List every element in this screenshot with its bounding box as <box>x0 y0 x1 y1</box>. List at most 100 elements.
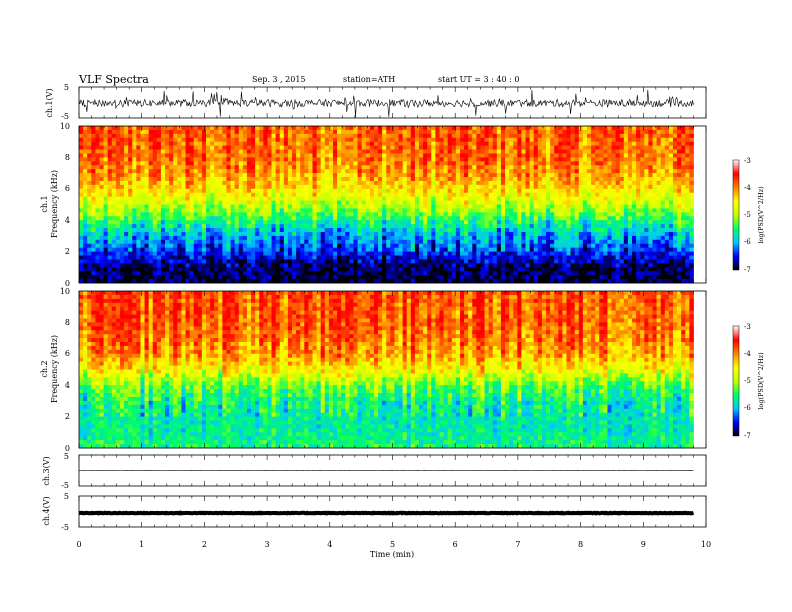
ch1-spectrogram-cell <box>447 188 453 194</box>
ch1-spectrogram-cell <box>427 145 432 150</box>
ch1-spectrogram-cell <box>525 173 531 178</box>
ch1-spectrogram-cell <box>451 247 457 253</box>
ch1-spectrogram-cell <box>648 204 653 209</box>
ch1-spectrogram-cell <box>99 220 104 225</box>
ch1-spectrogram-cell <box>455 149 461 154</box>
ch1-spectrogram-cell <box>398 251 404 256</box>
ch1-spectrogram-cell <box>378 161 383 166</box>
ch1-spectrogram-cell <box>238 192 244 198</box>
ch1-spectrogram-cell <box>689 243 694 249</box>
ch1-spectrogram-cell <box>169 161 174 166</box>
ch1-spectrogram-cell <box>640 180 645 186</box>
ch1-spectrogram-cell <box>312 239 317 245</box>
ch1-spectrogram-cell <box>218 224 223 229</box>
ch1-spectrogram-cell <box>554 129 559 135</box>
ch1-spectrogram-cell <box>566 188 571 194</box>
ch1-spectrogram-cell <box>103 192 109 198</box>
ch1-spectrogram-cell <box>468 243 473 249</box>
ch1-spectrogram-cell <box>492 212 498 217</box>
ch1-spectrogram-cell <box>287 251 293 256</box>
ch1-spectrogram-cell <box>337 184 342 190</box>
ch1-spectrogram-cell <box>128 141 133 147</box>
ch1-spectrogram-cell <box>296 204 301 209</box>
ch1-spectrogram-cell <box>611 173 617 178</box>
ch1-spectrogram-cell <box>500 141 506 147</box>
ch1-spectrogram-cell <box>152 137 158 143</box>
ch1-spectrogram-cell <box>500 137 506 143</box>
ch1-spectrogram-cell <box>378 220 383 225</box>
ch1-spectrogram-cell <box>259 247 264 253</box>
ch1-spectrogram-cell <box>591 184 596 190</box>
ch1-spectrogram-cell <box>431 192 436 198</box>
ch1-spectrogram-cell <box>414 239 420 245</box>
ch1-spectrogram-cell <box>398 247 404 253</box>
ch1-spectrogram-cell <box>185 165 191 170</box>
ch1-spectrogram-cell <box>615 192 621 198</box>
ch1-spectrogram-cell <box>681 200 686 205</box>
ch1-spectrogram-cell <box>148 129 154 135</box>
ch1-spectrogram-cell <box>263 145 268 150</box>
ch1-spectrogram-cell <box>537 216 543 221</box>
ch1-spectrogram-cell <box>595 208 600 213</box>
ch1-spectrogram-cell <box>607 220 612 225</box>
ch1-spectrogram-cell <box>648 169 653 174</box>
ch1-spectrogram-cell <box>402 196 408 201</box>
ch1-spectrogram-cell <box>689 247 694 253</box>
ch1-spectrogram-cell <box>541 208 547 213</box>
ch1-spectrogram-cell <box>627 153 633 158</box>
ch1-spectrogram-cell <box>308 126 313 131</box>
ch1-spectrogram-cell <box>558 235 563 241</box>
ch1-spectrogram-cell <box>132 196 137 201</box>
ch1-spectrogram-cell <box>492 126 498 131</box>
ch1-spectrogram-cell <box>95 149 100 154</box>
ch1-spectrogram-cell <box>410 137 416 143</box>
ch1-spectrogram-cell <box>521 141 526 147</box>
ch1-spectrogram-cell <box>308 220 313 225</box>
ch1-spectrogram-cell <box>619 180 625 186</box>
ch1-spectrogram-cell <box>537 145 543 150</box>
ch1-spectrogram-cell <box>226 251 231 256</box>
ch1-spectrogram-cell <box>627 204 633 209</box>
ch1-spectrogram-cell <box>140 200 145 205</box>
ch1-spectrogram-cell <box>414 208 420 213</box>
ch1-spectrogram-cell <box>210 247 215 253</box>
ch1-spectrogram-cell <box>292 137 297 143</box>
ch1-spectrogram-cell <box>550 126 555 131</box>
ch1-spectrogram-cell <box>419 157 424 162</box>
ch1-spectrogram-cell <box>87 161 92 166</box>
ch1-spectrogram-cell <box>234 141 240 147</box>
ch1-spectrogram-cell <box>156 137 162 143</box>
ch1-spectrogram-cell <box>521 208 526 213</box>
ch1-spectrogram-cell <box>83 129 88 135</box>
ch1-spectrogram-cell <box>218 220 223 225</box>
ch1-spectrogram-cell <box>603 208 608 213</box>
ch1-spectrogram-cell <box>517 180 522 186</box>
ch1-spectrogram-cell <box>328 188 334 194</box>
ch1-spectrogram-cell <box>632 161 637 166</box>
ch1-spectrogram-cell <box>271 153 277 158</box>
ch1-spectrogram-cell <box>627 235 633 241</box>
ch1-spectrogram-cell <box>668 153 674 158</box>
ch1-spectrogram-cell <box>513 161 518 166</box>
ch1-spectrogram-cell <box>447 208 453 213</box>
ch1-spectrogram-cell <box>275 169 281 174</box>
ch1-spectrogram-cell <box>91 200 96 205</box>
ch1-spectrogram-cell <box>328 157 334 162</box>
ch1-spectrogram-cell <box>173 165 178 170</box>
ch1-spectrogram-cell <box>382 141 387 147</box>
ch1-spectrogram-cell <box>222 126 227 131</box>
ch1-spectrogram-cell <box>316 228 322 233</box>
ch1-spectrogram-cell <box>349 169 354 174</box>
ch1-spectrogram-cell <box>623 169 629 174</box>
ch1-spectrogram-cell <box>419 192 424 198</box>
ch1-spectrogram-cell <box>660 145 666 150</box>
ch1-spectrogram-cell <box>287 220 293 225</box>
ch1-spectrogram-cell <box>214 216 219 221</box>
ch1-spectrogram-cell <box>349 212 354 217</box>
ch1-spectrogram-cell <box>386 204 391 209</box>
ch1-spectrogram-cell <box>369 204 375 209</box>
ch1-spectrogram-cell <box>382 169 387 174</box>
ch1-spectrogram-cell <box>99 224 104 229</box>
ch1-spectrogram-cell <box>677 212 682 217</box>
ch1-spectrogram-cell <box>677 247 682 253</box>
